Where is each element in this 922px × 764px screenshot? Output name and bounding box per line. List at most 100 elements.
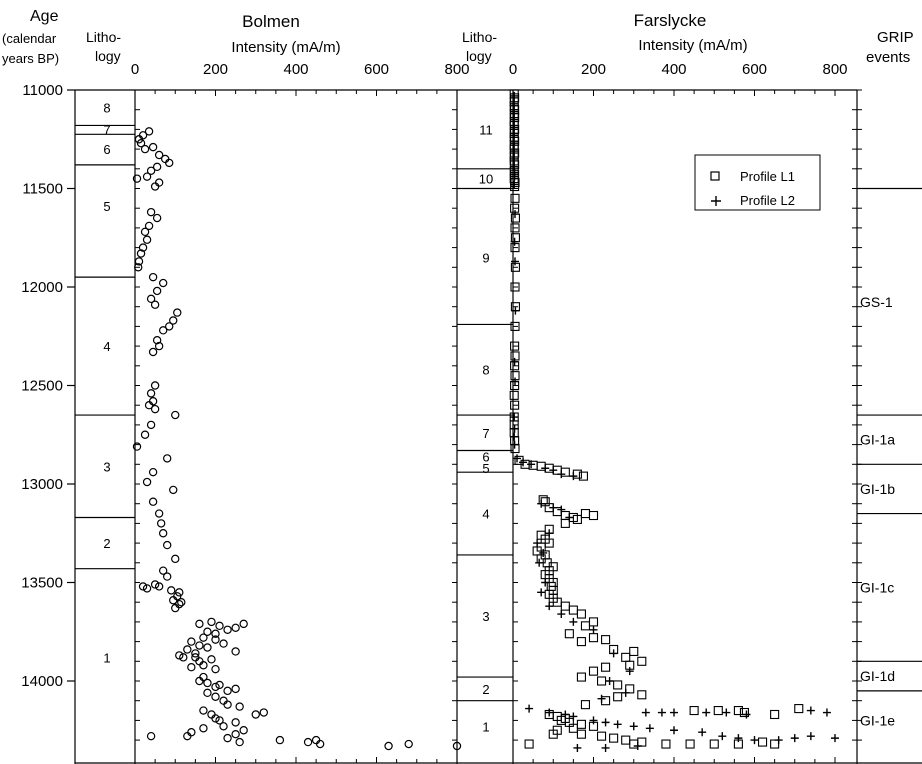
bolmen-point [154, 178, 164, 187]
farslycke-l1-point [588, 510, 599, 521]
bolmen-point [179, 653, 188, 662]
farslycke-l1-point [510, 341, 520, 351]
grip-events-column: GS-1 GI-1a GI-1b GI-1c GI-1d GI-1e [857, 187, 922, 728]
farslycke-l2-point [510, 432, 519, 441]
farslycke-l1-point [560, 467, 570, 477]
farslycke-l1-point [637, 737, 647, 747]
farslycke-l2-point [510, 99, 519, 108]
bolmen-point [239, 726, 248, 735]
litho-right-line1: Litho- [462, 29, 497, 45]
farslycke-l2-point [510, 180, 519, 189]
bolmen-point [158, 529, 168, 538]
farslycke-l2-point [625, 667, 634, 676]
bolmen-point [207, 710, 216, 719]
bolmen-point [203, 643, 212, 652]
bolmen-point [154, 150, 164, 160]
farslycke-l2-point [561, 710, 570, 719]
bolmen-point [231, 684, 240, 694]
bolmen-point [231, 623, 240, 633]
bolmen-point [171, 410, 180, 420]
bolmen-point [144, 221, 154, 231]
bolmen-point [152, 335, 162, 345]
bolmen-point [183, 731, 192, 741]
farslycke-litho-unit-label: 3 [482, 609, 489, 624]
farslycke-l1-point [560, 518, 570, 528]
farslycke-l2-point [510, 139, 519, 148]
bolmen-points [132, 127, 462, 751]
bolmen-point [148, 272, 158, 282]
farslycke-l2-point [670, 708, 678, 717]
bolmen-point [199, 661, 208, 670]
farslycke-l1-point [528, 460, 538, 470]
farslycke-litho-unit-label: 7 [482, 426, 489, 441]
farslycke-l1-point [770, 709, 780, 720]
bolmen-point [148, 467, 158, 477]
farslycke-l1-point [576, 672, 586, 682]
bolmen-point [132, 174, 142, 183]
farslycke-litho-unit-label: 6 [482, 449, 489, 464]
farslycke-l1-point [621, 652, 631, 662]
farslycke-l2-point [527, 460, 536, 469]
grip-event-label: GI-1a [860, 432, 895, 448]
bolmen-point [223, 700, 232, 709]
bolmen-point [175, 651, 184, 660]
bolmen-litho-unit-label: 3 [103, 459, 110, 474]
bolmen-point [404, 739, 413, 749]
farslycke-l2-point [621, 688, 630, 697]
bolmen-point [219, 639, 228, 648]
farslycke-l2-point [535, 558, 544, 567]
age-tick-label: 12000 [21, 279, 63, 296]
bolmen-point [165, 158, 174, 168]
bolmen-litho-unit-label: 7 [103, 122, 110, 137]
farslycke-l1-point [576, 729, 586, 739]
farslycke-litho-unit-label: 1 [482, 719, 489, 734]
bolmen-litho-unit-label: 1 [103, 650, 110, 665]
age-tick-label: 14000 [21, 673, 63, 690]
bolmen-point [452, 741, 462, 751]
farslycke-l2-point [510, 154, 519, 163]
bolmen-point [195, 657, 204, 666]
bolmen-point [211, 692, 220, 701]
farslycke-l2-point [511, 377, 520, 386]
farslycke-l2-point [742, 710, 751, 719]
farslycke-l1-point [613, 692, 623, 702]
bolmen-point [140, 430, 150, 439]
farslycke-l1-point [621, 735, 631, 745]
farslycke-l1-point [568, 605, 578, 615]
bolmen-point [148, 397, 158, 406]
bolmen-point [211, 664, 220, 674]
bolmen-litho-unit-label: 5 [103, 199, 110, 214]
bolmen-point [136, 138, 146, 148]
bolmen-point [203, 627, 212, 636]
litho-left-line2: logy [95, 48, 121, 64]
farslycke-l2-point [510, 147, 519, 156]
grip-event-label: GI-1d [860, 668, 895, 684]
farslycke-l1-point [580, 700, 591, 710]
age-tick-label: 12500 [21, 378, 63, 395]
bolmen-point [142, 477, 152, 487]
farslycke-l2-point [525, 704, 534, 713]
bolmen-point [165, 322, 174, 331]
farslycke-litho-unit-label: 9 [482, 250, 489, 265]
bolmen-point [175, 588, 184, 597]
bolmen-point [158, 278, 168, 288]
bolmen-point [175, 599, 184, 609]
age-header-line3: years BP) [2, 51, 59, 66]
farslycke-l1-point [757, 737, 768, 747]
farslycke-l1-point [601, 696, 611, 706]
farslycke-axis-label: Intensity (mA/m) [638, 37, 747, 54]
bolmen-point [171, 603, 180, 613]
farslycke-l1-point [637, 690, 647, 700]
bolmen-point [148, 347, 158, 357]
farslycke-x-tick-label: 200 [581, 61, 606, 78]
bolmen-point [146, 389, 156, 398]
farslycke-l2-point [734, 734, 743, 743]
bolmen-point [259, 708, 268, 717]
bolmen-point [136, 249, 146, 258]
bolmen-x-tick-label: 200 [203, 61, 228, 78]
farslycke-l1-point [637, 656, 647, 666]
bolmen-point [231, 729, 240, 739]
farslycke-l1-point [560, 510, 570, 521]
